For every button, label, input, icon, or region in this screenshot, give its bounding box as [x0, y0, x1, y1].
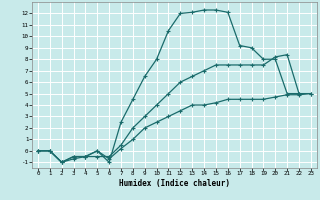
X-axis label: Humidex (Indice chaleur): Humidex (Indice chaleur) — [119, 179, 230, 188]
